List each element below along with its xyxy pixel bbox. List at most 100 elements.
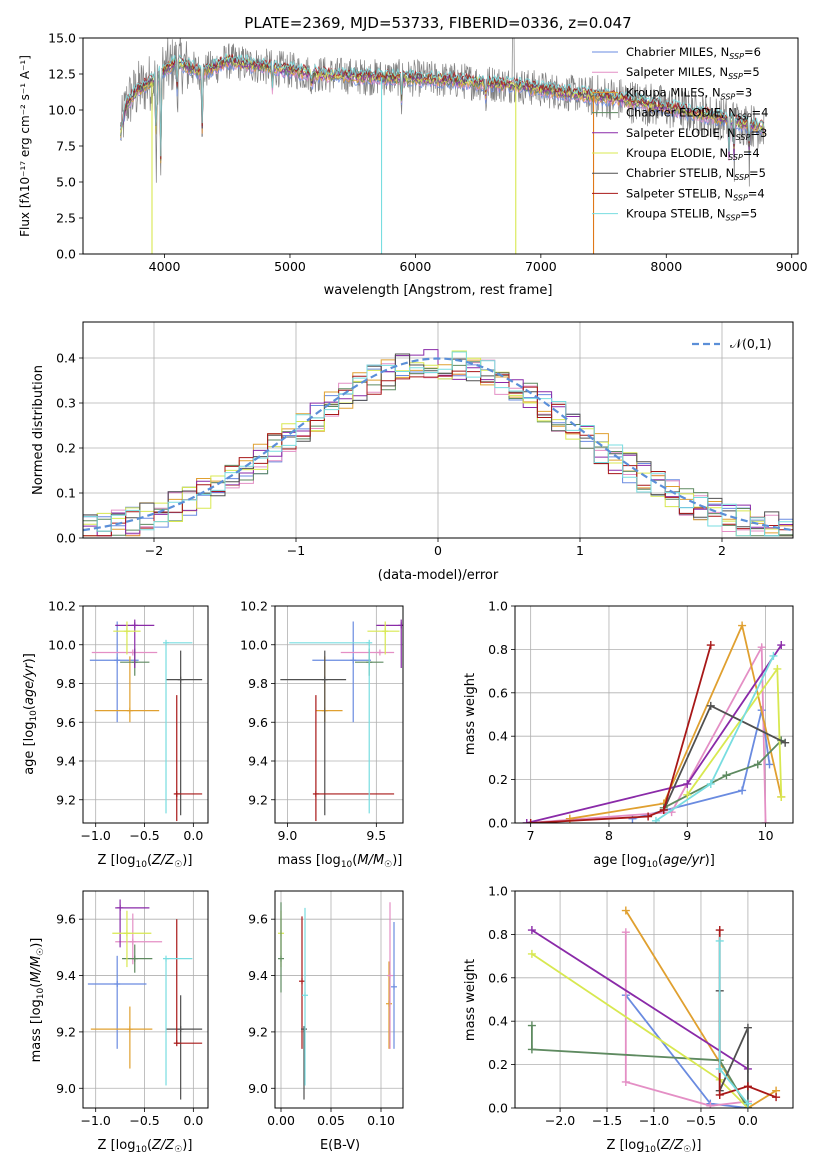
errorbar-point (312, 621, 371, 723)
y-tick-label: 0.2 (56, 441, 76, 456)
y-axis-label: mass weight (463, 959, 478, 1041)
model-spectrum-line (120, 53, 765, 157)
y-tick-label: 1.0 (488, 599, 508, 614)
weight-marker (644, 812, 653, 821)
errorbar-point (90, 1006, 153, 1069)
x-tick-label: 6000 (400, 259, 432, 274)
y-tick-label: 10.0 (48, 103, 76, 118)
x-tick-label: −1 (287, 543, 305, 558)
model-spectrum-line (120, 54, 765, 160)
legend-entry: Kroupa STELIB, NSSP=5 (626, 207, 757, 223)
x-tick-label: −1.0 (81, 828, 111, 843)
errorbar-point (112, 910, 152, 968)
weight-marker (706, 701, 715, 710)
x-tick-label: 2 (718, 543, 726, 558)
x-tick-label: 0 (434, 543, 442, 558)
legend-entry: Salpeter ELODIE, NSSP=3 (626, 126, 767, 142)
weight-marker (777, 792, 786, 801)
axes-frame (82, 321, 794, 539)
weight-marker (753, 760, 762, 769)
weight-marker (715, 936, 724, 945)
weight-line (531, 1025, 749, 1108)
plot-area-mass_vs_Z (87, 899, 203, 1100)
x-tick-label: 7000 (525, 259, 557, 274)
y-tick-label: 2.5 (56, 211, 76, 226)
errorbar-point (387, 902, 393, 1049)
y-tick-label: 9.0 (56, 1081, 76, 1096)
x-tick-label: −1.0 (81, 1113, 111, 1128)
errorbar-point (163, 955, 193, 1086)
errorbar-point (113, 621, 141, 655)
errorbar-point (115, 619, 155, 668)
weight-line (531, 929, 749, 1070)
errorbar-point (166, 650, 203, 816)
plot-area-spectrum (120, 38, 765, 254)
errorbar-point (302, 907, 308, 1086)
weight-line (526, 643, 767, 823)
weight-marker (715, 926, 724, 935)
x-tick-label: −0.5 (686, 1113, 716, 1128)
panel-spectrum: 4000 5000 6000 7000 8000 9000 0.0 2.5 5.0 7.5 10.0… (18, 31, 808, 299)
x-tick-label: 4000 (149, 259, 181, 274)
weight-marker (743, 1082, 752, 1091)
legend-entry: Kroupa ELODIE, NSSP=4 (626, 146, 760, 162)
x-tick-label: 0.05 (317, 1113, 345, 1128)
y-axis-label: Normed distribution (31, 365, 46, 495)
y-axis-label: mass weight (463, 673, 478, 755)
errorbar-point (89, 621, 139, 723)
y-tick-label: 0.0 (56, 247, 76, 262)
weight-marker (683, 779, 692, 788)
errorbar-point (376, 619, 403, 668)
y-tick-label: 0.8 (488, 642, 508, 657)
weight-line (624, 932, 749, 1107)
weight-marker (781, 738, 790, 747)
errorbar-point (91, 649, 158, 656)
panel-mass_vs_EBV: 0.00 0.05 0.10 9.0 9.2 9.4 9.6 E(B-V) (248, 890, 404, 1153)
y-tick-label: 9.4 (56, 968, 76, 983)
errorbar-point (115, 899, 150, 948)
legend-entry: Kroupa MILES, NSSP=3 (626, 85, 752, 101)
weight-marker (715, 1090, 724, 1099)
weight-marker (659, 805, 668, 814)
axes-frame (514, 890, 794, 1109)
y-tick-label: 9.4 (56, 754, 76, 769)
weight-marker (722, 771, 731, 780)
weight-marker (706, 641, 715, 650)
x-axis-label: mass [log10(M/M☉)] (278, 853, 403, 870)
y-tick-label: 0.1 (56, 486, 76, 501)
y-tick-label: 0.6 (488, 685, 508, 700)
y-tick-label: 10.0 (240, 637, 268, 652)
x-tick-label: 5000 (274, 259, 306, 274)
weight-line (632, 709, 771, 820)
errorbar-point (278, 902, 284, 993)
axes-frame (274, 890, 404, 1109)
y-tick-label: 0.2 (488, 1057, 508, 1072)
y-tick-label: 10.2 (48, 599, 76, 614)
y-tick-label: 9.2 (56, 792, 76, 807)
weight-line (526, 644, 783, 823)
errorbar-point (115, 913, 163, 965)
errorbar-point (289, 639, 373, 814)
weight-marker (715, 1064, 724, 1073)
y-tick-label: 0.8 (488, 927, 508, 942)
y-tick-label: 0.0 (56, 531, 76, 546)
plot-area-age_vs_mass (280, 619, 403, 822)
weight-marker (761, 819, 770, 823)
x-axis-label: E(B-V) (320, 1138, 360, 1153)
errorbar-point (386, 961, 392, 1049)
weight-marker (683, 790, 692, 799)
weight-line (531, 953, 749, 1108)
histogram-step (83, 349, 793, 537)
weight-marker (706, 779, 715, 788)
legend-entry: Salpeter STELIB, NSSP=4 (626, 186, 765, 202)
weight-line (530, 644, 712, 823)
plot-area-weight_vs_age (522, 621, 790, 823)
weight-marker (706, 1101, 715, 1108)
y-tick-label: 9.6 (248, 715, 268, 730)
y-tick-label: 9.6 (56, 715, 76, 730)
x-tick-label: 8000 (650, 259, 682, 274)
x-tick-label: −1.0 (639, 1113, 669, 1128)
y-tick-label: 9.2 (248, 792, 268, 807)
errorbar-point (315, 656, 343, 723)
errorbar-point (94, 656, 160, 723)
